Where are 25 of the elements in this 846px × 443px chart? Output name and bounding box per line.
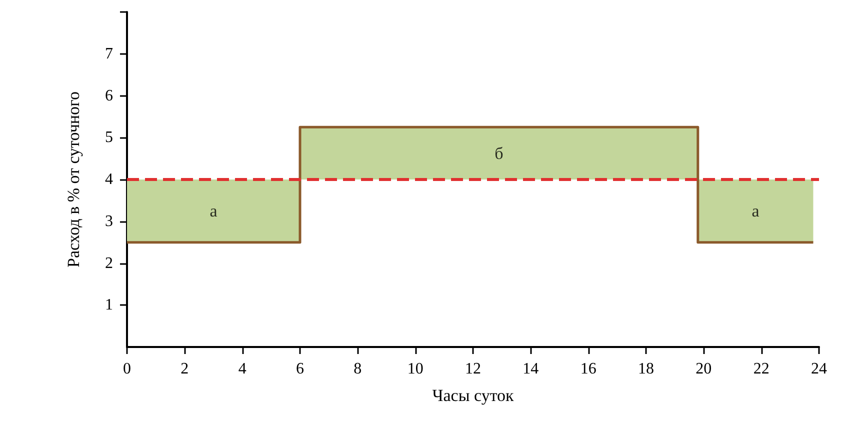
x-tick-label: 6 [296, 360, 304, 378]
y-tick-label: 5 [105, 129, 113, 146]
y-tick-label: 1 [105, 296, 113, 314]
annotation: а [752, 201, 760, 220]
x-tick-label: 20 [696, 360, 712, 378]
x-tick-label: 16 [580, 360, 596, 378]
x-tick-label: 22 [753, 360, 770, 378]
y-tick-label: 6 [105, 87, 113, 104]
x-tick-label: 8 [354, 360, 362, 378]
x-tick-label: 2 [180, 360, 189, 378]
x-tick-label: 18 [638, 360, 654, 378]
y-tick-label: 3 [105, 212, 113, 230]
y-tick-label: 4 [105, 171, 113, 188]
x-tick-label: 0 [123, 360, 131, 378]
annotation: а [210, 201, 218, 220]
x-tick-label: 10 [407, 360, 424, 378]
x-tick-label: 12 [465, 360, 481, 378]
annotation: б [494, 144, 504, 163]
y-tick-label: 2 [105, 254, 113, 272]
x-tick-label: 24 [811, 360, 827, 378]
x-tick-label: 4 [238, 360, 246, 378]
x-axis-title: Часы суток [432, 386, 515, 405]
y-axis-title: Расход в % от суточного [64, 91, 83, 268]
x-tick-label: 14 [522, 360, 539, 378]
y-tick-label: 7 [105, 45, 113, 62]
